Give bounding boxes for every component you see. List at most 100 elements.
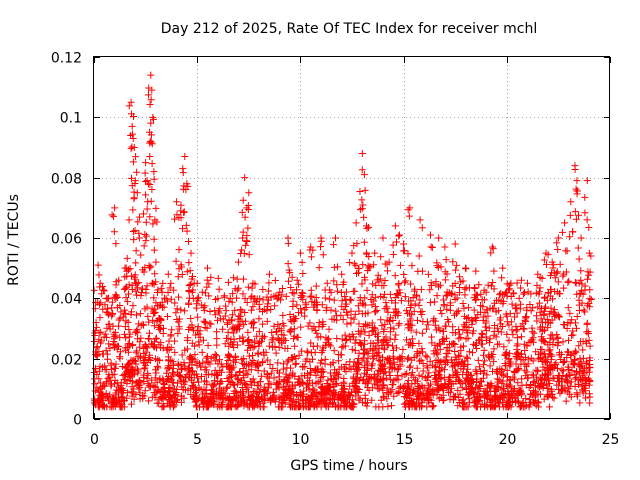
data-point bbox=[131, 357, 139, 365]
data-point bbox=[537, 315, 545, 323]
data-point bbox=[347, 296, 355, 304]
data-point bbox=[490, 345, 498, 353]
data-point bbox=[108, 298, 116, 306]
data-point bbox=[535, 383, 543, 391]
data-point bbox=[460, 304, 468, 312]
data-point bbox=[274, 321, 282, 329]
data-point bbox=[104, 397, 112, 405]
data-point bbox=[419, 389, 427, 397]
data-point bbox=[527, 390, 535, 398]
data-point bbox=[303, 347, 311, 355]
data-point bbox=[284, 391, 292, 399]
data-point bbox=[275, 403, 283, 411]
data-point bbox=[135, 320, 143, 328]
x-tick-label: 10 bbox=[292, 432, 310, 448]
data-point bbox=[186, 280, 194, 288]
data-point bbox=[147, 138, 155, 146]
data-point bbox=[585, 299, 593, 307]
data-point bbox=[263, 317, 271, 325]
data-point bbox=[484, 312, 492, 320]
data-point bbox=[177, 201, 185, 209]
data-point bbox=[374, 385, 382, 393]
data-point bbox=[371, 380, 379, 388]
data-point bbox=[455, 307, 463, 315]
data-point bbox=[542, 260, 550, 268]
data-point bbox=[166, 383, 174, 391]
data-point bbox=[297, 323, 305, 331]
data-point bbox=[387, 360, 395, 368]
data-point bbox=[395, 319, 403, 327]
data-point bbox=[229, 311, 237, 319]
data-point bbox=[353, 358, 361, 366]
data-point bbox=[289, 297, 297, 305]
data-point bbox=[168, 372, 176, 380]
data-point bbox=[146, 213, 154, 221]
data-point bbox=[159, 324, 167, 332]
data-point bbox=[342, 337, 350, 345]
data-point bbox=[287, 316, 295, 324]
data-point bbox=[183, 227, 191, 235]
data-point bbox=[554, 278, 562, 286]
data-point bbox=[154, 302, 162, 310]
data-point bbox=[126, 265, 134, 273]
data-point bbox=[255, 315, 263, 323]
data-point bbox=[326, 369, 334, 377]
data-point bbox=[481, 357, 489, 365]
data-point bbox=[322, 339, 330, 347]
data-point bbox=[418, 402, 426, 410]
data-point bbox=[278, 285, 286, 293]
data-point bbox=[390, 308, 398, 316]
data-point bbox=[507, 279, 515, 287]
data-point bbox=[93, 344, 101, 352]
data-point bbox=[287, 326, 295, 334]
data-point bbox=[462, 386, 470, 394]
y-tick-label: 0.08 bbox=[51, 172, 82, 188]
data-point bbox=[247, 320, 255, 328]
data-point bbox=[319, 373, 327, 381]
data-point bbox=[319, 347, 327, 355]
data-point bbox=[577, 276, 585, 284]
data-point bbox=[394, 355, 402, 363]
data-point bbox=[238, 377, 246, 385]
data-point bbox=[355, 396, 363, 404]
data-point bbox=[401, 293, 409, 301]
data-point bbox=[403, 380, 411, 388]
data-point bbox=[254, 367, 262, 375]
data-point bbox=[97, 328, 105, 336]
data-point bbox=[419, 359, 427, 367]
data-point bbox=[585, 271, 593, 279]
data-point bbox=[585, 224, 593, 232]
data-point bbox=[422, 352, 430, 360]
data-point bbox=[418, 224, 426, 232]
data-point bbox=[426, 286, 434, 294]
data-point bbox=[451, 393, 459, 401]
data-point bbox=[131, 227, 139, 235]
data-point bbox=[224, 383, 232, 391]
data-point bbox=[505, 336, 513, 344]
data-point bbox=[160, 402, 168, 410]
data-point bbox=[416, 357, 424, 365]
data-point bbox=[201, 366, 209, 374]
data-point bbox=[415, 339, 423, 347]
data-point bbox=[250, 295, 258, 303]
data-point bbox=[202, 386, 210, 394]
data-point bbox=[200, 317, 208, 325]
data-point bbox=[448, 363, 456, 371]
data-point bbox=[91, 332, 99, 340]
data-point bbox=[127, 174, 135, 182]
data-point bbox=[243, 238, 251, 246]
data-point bbox=[228, 364, 236, 372]
data-point bbox=[290, 325, 298, 333]
data-point bbox=[305, 397, 313, 405]
data-point bbox=[548, 331, 556, 339]
data-point bbox=[455, 376, 463, 384]
data-point bbox=[371, 249, 379, 257]
data-point bbox=[150, 235, 158, 243]
data-point bbox=[250, 324, 258, 332]
data-point bbox=[405, 297, 413, 305]
data-point bbox=[444, 383, 452, 391]
data-point bbox=[311, 348, 319, 356]
data-point bbox=[556, 290, 564, 298]
data-point bbox=[254, 361, 262, 369]
data-point bbox=[211, 311, 219, 319]
